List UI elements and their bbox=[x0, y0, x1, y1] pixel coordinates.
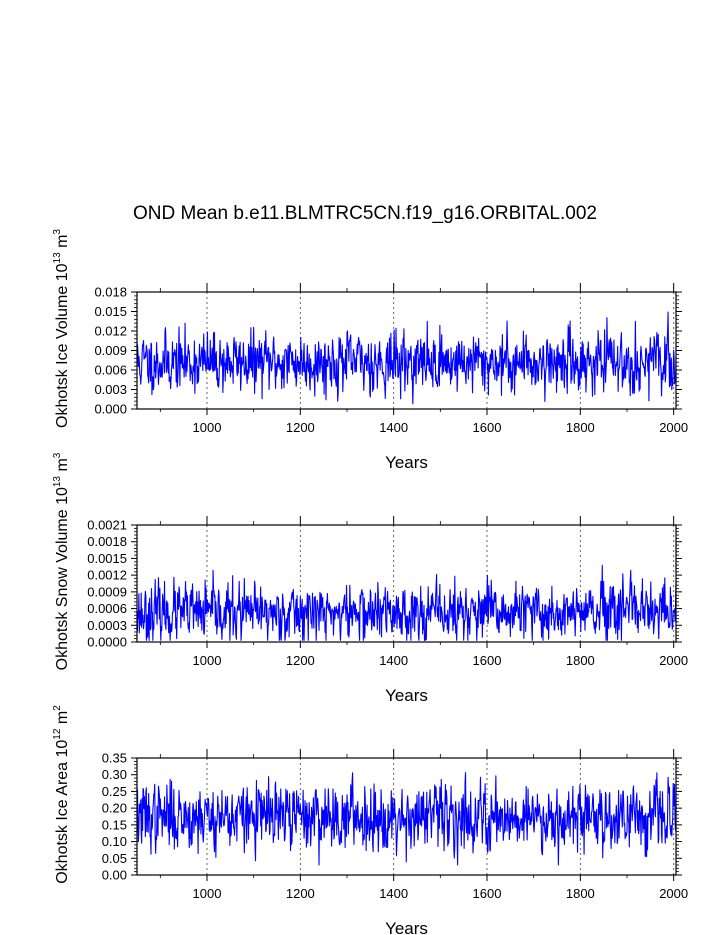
panel-3: 0.00 0.05 0.10 0.150.20 0.25 0.300.35 1000 1200… bbox=[52, 705, 688, 935]
y-axis-label-unit: m bbox=[54, 235, 71, 253]
x-tick-label: 1200 bbox=[286, 653, 315, 668]
chart-title: OND Mean b.e11.BLMTRC5CN.f19_g16.ORBITAL… bbox=[133, 203, 597, 224]
y-tick-label: 0.018 bbox=[94, 285, 127, 300]
y-axis-label-unit-exponent: 3 bbox=[52, 229, 63, 235]
plot-frame bbox=[136, 757, 677, 876]
x-tick-label: 1800 bbox=[566, 420, 595, 435]
x-tick-label: 1800 bbox=[566, 653, 595, 668]
y-axis-label-text: Okhotsk Ice Area 10 bbox=[54, 740, 71, 884]
y-tick-label: 0.0018 bbox=[87, 534, 127, 549]
y-tick-label: 0.20 bbox=[102, 801, 127, 816]
x-tick-label: 1400 bbox=[379, 420, 408, 435]
y-axis-label-text: Okhotsk Ice Volume 10 bbox=[54, 263, 71, 428]
plot-frame bbox=[136, 524, 677, 643]
x-tick-label: 2000 bbox=[659, 420, 688, 435]
x-axis-label: Years bbox=[385, 919, 428, 935]
y-axis-label-text: Okhotsk Snow Volume 10 bbox=[54, 487, 71, 670]
data-line bbox=[136, 564, 677, 641]
x-tick-label: 1600 bbox=[473, 653, 502, 668]
data-line bbox=[136, 772, 677, 866]
y-tick-label: 0.009 bbox=[94, 343, 127, 358]
y-tick-label: 0.0009 bbox=[87, 584, 127, 599]
y-tick-label: 0.015 bbox=[94, 304, 127, 319]
y-tick-label: 0.0006 bbox=[87, 601, 127, 616]
y-axis-label: Okhotsk Snow Volume 1013 m3 bbox=[52, 452, 71, 670]
y-axis-label: Okhotsk Ice Volume 1013 m3 bbox=[52, 229, 71, 428]
y-tick-label: 0.012 bbox=[94, 324, 127, 339]
x-tick-label: 1400 bbox=[379, 653, 408, 668]
panel-1: 0.000 0.003 0.006 0.009 0.012 0.015 0.018 1000 1… bbox=[52, 229, 688, 472]
y-tick-label: 0.05 bbox=[102, 851, 127, 866]
y-tick-label: 0.003 bbox=[94, 382, 127, 397]
x-axis-label: Years bbox=[385, 453, 428, 472]
y-tick-label: 0.10 bbox=[102, 834, 127, 849]
x-tick-label: 1200 bbox=[286, 886, 315, 901]
y-tick-label: 0.0012 bbox=[87, 568, 127, 583]
x-tick-label: 1600 bbox=[473, 420, 502, 435]
y-tick-label: 0.25 bbox=[102, 784, 127, 799]
y-axis-label-unit-exponent: 3 bbox=[52, 452, 63, 458]
x-tick-label: 2000 bbox=[659, 653, 688, 668]
y-axis-label-exponent: 13 bbox=[52, 476, 63, 488]
y-tick-label: 0.0015 bbox=[87, 551, 127, 566]
y-tick-label: 0.35 bbox=[102, 751, 127, 766]
y-tick-label: 0.30 bbox=[102, 767, 127, 782]
y-axis-label-unit-exponent: 2 bbox=[52, 705, 63, 711]
y-tick-label: 0.0021 bbox=[87, 518, 127, 533]
y-axis-label-exponent: 13 bbox=[52, 252, 63, 264]
data-line bbox=[136, 311, 677, 405]
y-tick-label: 0.0000 bbox=[87, 635, 127, 650]
x-tick-label: 2000 bbox=[659, 886, 688, 901]
y-axis-label-exponent: 12 bbox=[52, 728, 63, 740]
x-tick-label: 1000 bbox=[193, 653, 222, 668]
y-axis-label-unit: m bbox=[54, 711, 71, 729]
x-tick-label: 1800 bbox=[566, 886, 595, 901]
x-tick-label: 1000 bbox=[193, 420, 222, 435]
y-tick-label: 0.006 bbox=[94, 363, 127, 378]
y-tick-label: 0.15 bbox=[102, 817, 127, 832]
x-tick-label: 1600 bbox=[473, 886, 502, 901]
x-axis-label: Years bbox=[385, 686, 428, 705]
y-tick-label: 0.0003 bbox=[87, 618, 127, 633]
y-axis-label: Okhotsk Ice Area 1012 m2 bbox=[52, 705, 71, 884]
y-tick-label: 0.000 bbox=[94, 402, 127, 417]
y-tick-label: 0.00 bbox=[102, 868, 127, 883]
x-tick-label: 1200 bbox=[286, 420, 315, 435]
x-tick-label: 1000 bbox=[193, 886, 222, 901]
x-tick-label: 1400 bbox=[379, 886, 408, 901]
y-axis-label-unit: m bbox=[54, 458, 71, 476]
